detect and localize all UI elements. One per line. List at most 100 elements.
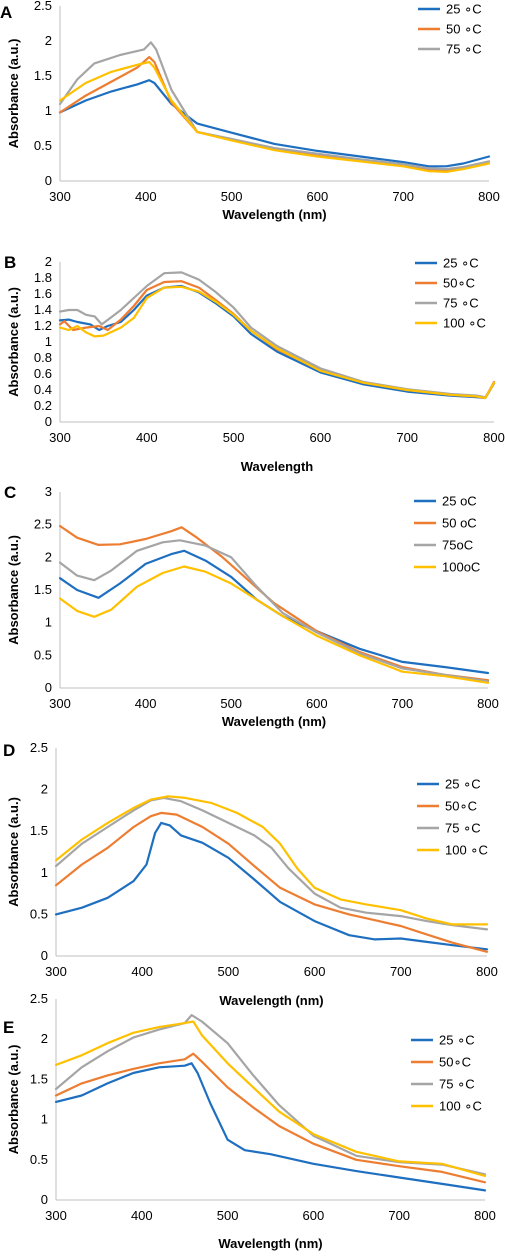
series-line-1 (54, 821, 489, 951)
legend-entry: 100oC (442, 560, 480, 575)
x-tick-label: 800 (483, 430, 505, 445)
y-tick-label: 1.4 (34, 302, 52, 317)
x-tick-label: 600 (310, 430, 332, 445)
x-tick-label: 400 (135, 696, 157, 711)
y-tick-label: 2 (45, 33, 52, 48)
series-line-1 (58, 79, 491, 168)
x-tick-label: 400 (131, 964, 153, 979)
chart-panel-d: D 0 0.5 1 1.5 2 2.5 300 400 500 600 700 800 Wavelengt… (3, 740, 498, 1008)
x-tick-label: 300 (49, 430, 71, 445)
x-tick-label: 400 (131, 1208, 153, 1223)
x-tick-label: 600 (307, 189, 329, 204)
series-line-4 (58, 565, 490, 684)
x-tick-label: 700 (388, 1208, 410, 1223)
y-tick-label: 1 (41, 1112, 48, 1127)
legend-entry: 50∘C (443, 276, 475, 291)
legend-entry: 50∘C (439, 1055, 471, 1070)
x-axis-label: Wavelength (nm) (222, 207, 326, 222)
y-tick-label: 1 (45, 334, 52, 349)
y-tick-label: 0 (45, 173, 52, 188)
x-tick-label: 600 (303, 1208, 325, 1223)
x-tick-label: 500 (220, 696, 242, 711)
series-line-1 (58, 549, 490, 675)
x-tick-label: 500 (223, 430, 245, 445)
legend-entry: 25 ∘C (439, 1033, 475, 1048)
x-tick-label: 700 (392, 696, 414, 711)
y-tick-label: 2 (41, 1031, 48, 1046)
legend-entry: 100 ∘C (443, 316, 486, 331)
y-tick-label: 1.8 (34, 270, 52, 285)
y-tick-label: 2 (45, 254, 52, 269)
y-tick-label: 1.2 (34, 318, 52, 333)
x-axis-label: Wavelength (nm) (222, 714, 326, 729)
y-tick-label: 0.5 (34, 138, 52, 153)
series-line-2 (58, 56, 491, 172)
series-line-2 (58, 280, 496, 400)
x-tick-label: 300 (45, 1208, 67, 1223)
y-tick-label: 1.6 (34, 286, 52, 301)
series-line-2 (54, 811, 489, 953)
chart-panel-b: B 00.20.40.60.811.21.41.61.82 300 400 500 600… (4, 253, 505, 474)
y-tick-label: 1 (45, 615, 52, 630)
y-tick-label: 0.6 (34, 366, 52, 381)
y-tick-label: 0 (41, 1192, 48, 1207)
legend-entry: 100 ∘C (439, 1099, 482, 1114)
y-tick-label: 2.5 (34, 0, 52, 13)
x-tick-label: 700 (390, 964, 412, 979)
series-line-2 (54, 1052, 487, 1184)
y-tick-label: 0.2 (34, 398, 52, 413)
legend-entry: 75 ∘C (439, 1077, 475, 1092)
y-tick-label: 0 (45, 680, 52, 695)
x-tick-label: 400 (135, 189, 157, 204)
y-tick-label: 1 (45, 103, 52, 118)
y-tick-label: 0.5 (34, 647, 52, 662)
series-line-3 (54, 1014, 487, 1176)
x-tick-label: 500 (218, 964, 240, 979)
y-tick-label: 0.5 (30, 906, 48, 921)
x-tick-label: 800 (474, 1208, 496, 1223)
y-tick-label: 1.5 (30, 823, 48, 838)
legend-entry: 50 ∘C (446, 22, 482, 37)
x-tick-label: 600 (306, 696, 328, 711)
legend-entry: 75oC (442, 538, 473, 553)
panel-letter: C (4, 483, 16, 502)
series-line-4 (54, 1020, 487, 1177)
x-tick-label: 800 (478, 189, 500, 204)
series-line-3 (58, 271, 496, 399)
series-line-3 (54, 796, 489, 931)
series-line-4 (54, 795, 489, 926)
y-axis-label: Absorbance (a.u.) (6, 287, 21, 397)
y-tick-label: 0 (41, 948, 48, 963)
y-axis-label: Absorbance (a.u.) (6, 797, 21, 907)
legend-entry: 75 ∘C (443, 296, 479, 311)
legend-entry: 50 oC (442, 516, 477, 531)
y-axis-label: Absorbance (a.u.) (6, 535, 21, 645)
panel-letter: D (3, 741, 15, 760)
y-axis-label: Absorbance (a.u.) (6, 39, 21, 149)
legend-entry: 75 ∘C (445, 821, 481, 836)
y-tick-label: 2.5 (30, 740, 48, 755)
x-tick-label: 700 (392, 189, 414, 204)
series-line-4 (58, 285, 496, 400)
x-tick-label: 300 (49, 696, 71, 711)
x-tick-label: 500 (217, 1208, 239, 1223)
legend-entry: 75 ∘C (446, 42, 482, 57)
y-tick-label: 1.5 (34, 582, 52, 597)
y-tick-label: 0 (45, 414, 52, 429)
x-axis-label: Wavelength (nm) (219, 993, 323, 1008)
y-tick-label: 3 (45, 484, 52, 499)
y-tick-label: 0.5 (30, 1152, 48, 1167)
y-axis-label: Absorbance (a.u.) (6, 1045, 21, 1155)
panel-letter: B (4, 253, 16, 272)
y-tick-label: 1.5 (34, 68, 52, 83)
x-tick-label: 700 (396, 430, 418, 445)
legend-entry: 25 oC (442, 494, 477, 509)
series-line-3 (58, 539, 490, 683)
x-axis-label: Wavelength (241, 459, 314, 474)
legend-entry: 25 ∘C (443, 256, 479, 271)
series-line-1 (54, 1062, 487, 1192)
legend-entry: 100 ∘C (445, 843, 488, 858)
series-line-4 (58, 60, 491, 173)
legend-entry: 50∘C (445, 799, 477, 814)
